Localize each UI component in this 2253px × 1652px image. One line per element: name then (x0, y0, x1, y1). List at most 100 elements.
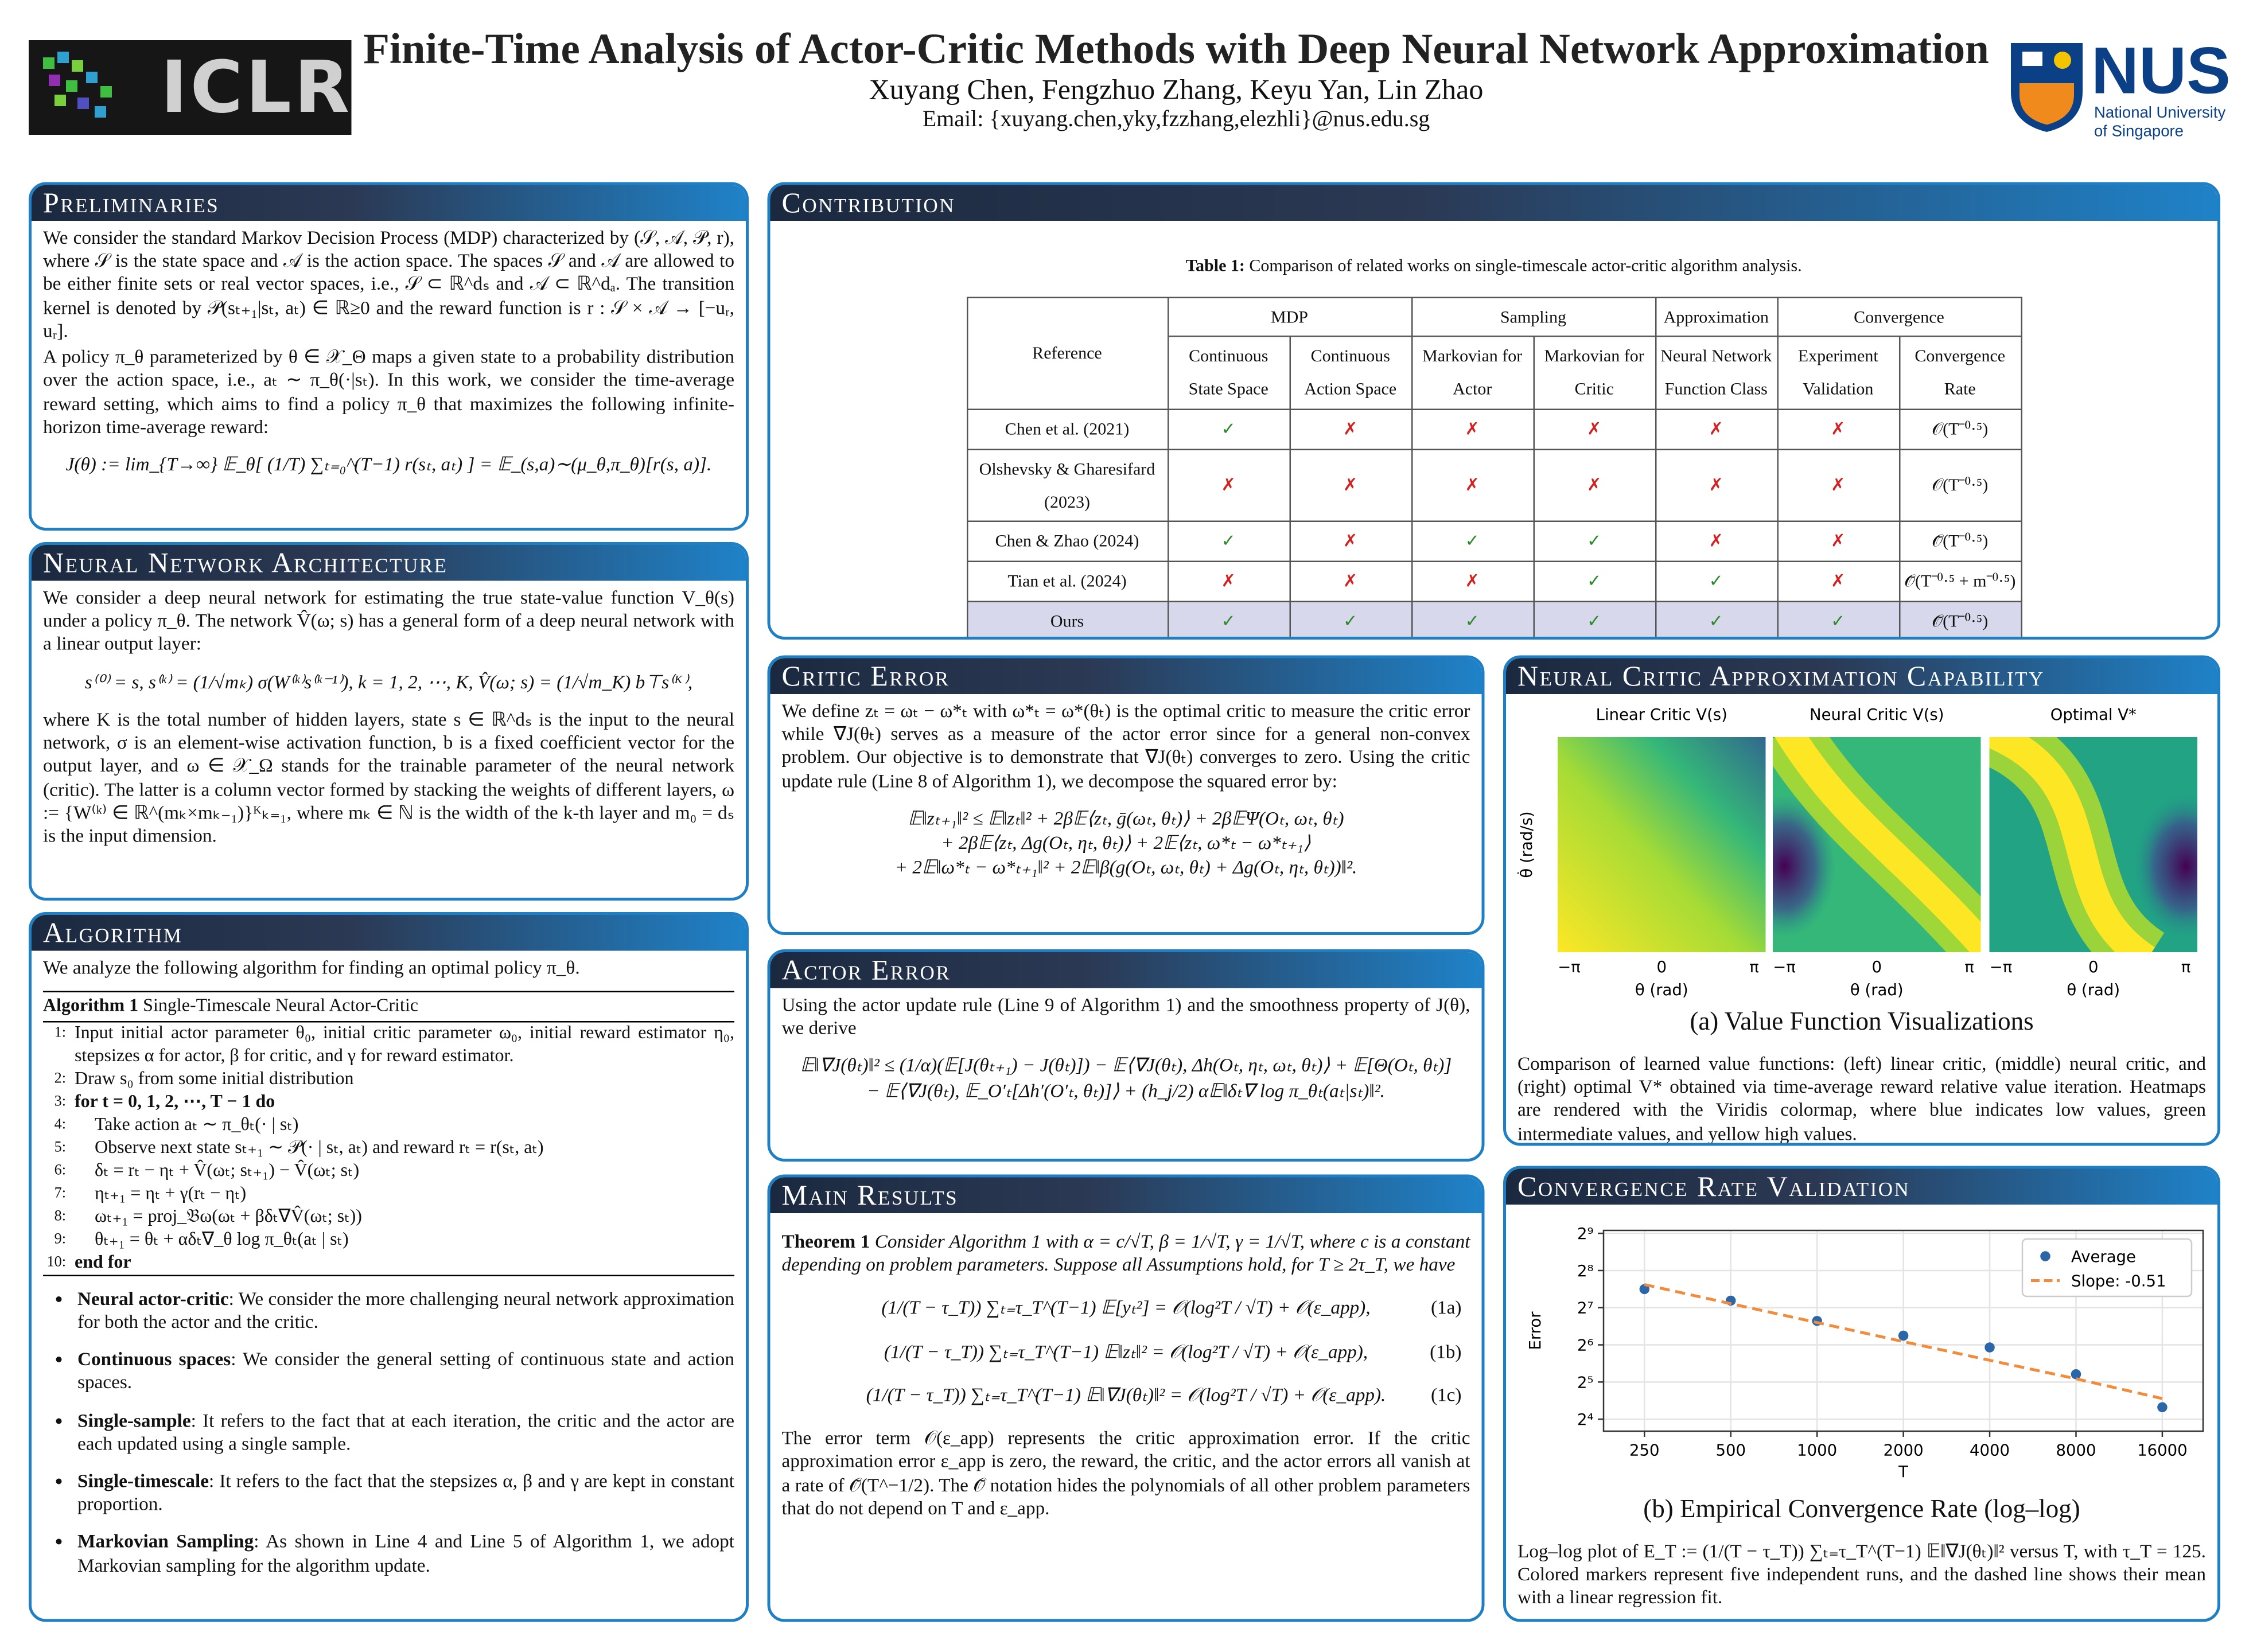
heatmap-fill (1558, 737, 1766, 952)
x-tick-label: −π (1773, 958, 1796, 976)
table-cell: ✓ (1654, 601, 1778, 637)
table-cell: 𝒪̃(T⁻⁰·⁵) (1898, 521, 2022, 563)
equation-tag: (1b) (1430, 1340, 1462, 1362)
heatmap-figure: θ̇ (rad/s) Linear Critic V(s) −π 0 π θ (rad) N… (1517, 706, 2197, 999)
algorithm-line: 5: Observe next state sₜ₊₁ ∼ 𝒫(· | sₜ, aₜ… (43, 1137, 734, 1160)
x-tick-label: 16000 (2137, 1441, 2187, 1460)
heatmap (1558, 737, 1766, 952)
bullet-item: Neural actor-critic: We consider the mor… (77, 1287, 734, 1334)
table-header: Experiment Validation (1776, 336, 1900, 411)
line-text: ηₜ₊₁ = ηₜ + γ(rₜ − ηₜ) (95, 1182, 247, 1203)
nus-crest (2011, 43, 2083, 132)
table-header: Convergence Rate (1898, 336, 2022, 411)
table-cell: ✗ (1776, 408, 1900, 450)
table-label: Table 1: (1185, 255, 1245, 275)
x-tick-label: π (1749, 958, 1759, 976)
paragraph: We define zₜ = ωₜ − ω*ₜ with ω*ₜ = ω*(θₜ… (781, 700, 1470, 792)
table-cell: 𝒪(T⁻⁰·⁵) (1898, 449, 2022, 523)
line-number: 4: (54, 1116, 66, 1133)
section-body: Theorem 1 Consider Algorithm 1 with α = … (771, 1213, 1482, 1529)
section: Main Results Theorem 1 Consider Algorithm… (767, 1174, 1485, 1622)
algorithm-line: 2: Draw s₀ from some initial distribution (43, 1068, 734, 1091)
table-cell: ✗ (1410, 449, 1534, 523)
paragraph: Comparison of learned value functions: (… (1517, 1052, 2206, 1144)
equation-tag: (1a) (1430, 1297, 1462, 1319)
section-title: Neural Critic Approximation Capability (1506, 658, 2217, 694)
table-cell: ✓ (1410, 521, 1534, 563)
line-number: 7: (54, 1185, 66, 1202)
bullet-term: Markovian Sampling (77, 1530, 254, 1553)
fit-line (1644, 1283, 2163, 1400)
table-cell: 𝒪̃(T⁻⁰·⁵) (1898, 601, 2022, 637)
table-header: Continuous Action Space (1289, 336, 1412, 411)
logo-pixels (43, 52, 112, 118)
table-cell: ✗ (1776, 449, 1900, 523)
line-text: end for (75, 1251, 131, 1272)
bullet-term: Single-sample (77, 1409, 191, 1431)
table-cell: ✓ (1166, 601, 1290, 637)
data-point (1984, 1342, 1995, 1353)
line-number: 3: (54, 1093, 66, 1110)
bullet-text: : We consider the more challenging neura… (77, 1287, 734, 1332)
data-point (2157, 1402, 2168, 1413)
table-header: Neural Network Function Class (1654, 336, 1778, 411)
section-title: Critic Error (770, 658, 1482, 694)
table-group-header: Sampling (1410, 296, 1656, 338)
heatmap-blob (2134, 794, 2197, 938)
bullet-item: Single-sample: It refers to the fact tha… (77, 1409, 734, 1455)
line-number: 10: (46, 1254, 66, 1271)
table-cell: ✓ (1289, 601, 1412, 637)
algorithm-caption: Algorithm 1 Single-Timescale Neural Acto… (43, 991, 734, 1023)
table-caption-text: Comparison of related works on single-ti… (1249, 255, 1802, 275)
equation-line: J(θ) := lim_{T→∞} 𝔼_θ[ (1/T) ∑ₜ₌₀^(T−1) … (65, 453, 712, 475)
section: Algorithm We analyze the following algori… (29, 912, 749, 1622)
legend-label: Average (2071, 1248, 2136, 1266)
section-body: 2⁴ 2⁵ 2⁶ 2⁷ 2⁸ 2⁹ 250 500 1000 2000 4000 8000 16000 T… (1506, 1205, 2217, 1619)
table-cell: ✗ (1410, 561, 1534, 602)
algorithm-line: 6: δₜ = rₜ − ηₜ + V̂(ωₜ; sₜ₊₁) − V̂(ωₜ; s… (43, 1160, 734, 1183)
table-cell: ✓ (1532, 601, 1656, 637)
table-header: Markovian for Actor (1410, 336, 1534, 411)
y-tick-label: 2⁹ (1577, 1225, 1594, 1243)
algorithm-line: 3: for t = 0, 1, 2, ⋯, T − 1 do (43, 1091, 734, 1114)
theorem-label: Theorem 1 (781, 1230, 870, 1252)
bullet-term: Neural actor-critic (77, 1287, 229, 1309)
paragraph: We consider a deep neural network for es… (43, 586, 734, 655)
equation: 𝔼‖∇J(θₜ)‖² ≤ (1/α)(𝔼[J(θₜ₊₁) − J(θₜ)]) −… (782, 1055, 1470, 1103)
table-group-header: MDP (1166, 296, 1412, 338)
table-cell: ✓ (1532, 521, 1656, 563)
table-header-row: Continuous State Space Continuous Action … (967, 336, 2022, 411)
equation: J(θ) := lim_{T→∞} 𝔼_θ[ (1/T) ∑ₜ₌₀^(T−1) … (43, 453, 734, 477)
legend-box (2021, 1238, 2193, 1298)
x-axis-label: T (1898, 1463, 1908, 1481)
table-cell: Ours (966, 601, 1169, 637)
bullet-text: : It refers to the fact that at each ite… (77, 1409, 734, 1454)
section-body: We consider a deep neural network for es… (32, 581, 746, 856)
heatmap-blob (1773, 794, 1836, 938)
line-text: δₜ = rₜ − ηₜ + V̂(ωₜ; sₜ₊₁) − V̂(ωₜ; sₜ) (95, 1159, 360, 1180)
table-cell: ✗ (1654, 521, 1778, 563)
table-group-header: Convergence (1776, 296, 2022, 338)
poster-title: Finite-Time Analysis of Actor-Critic Met… (363, 26, 1989, 73)
legend-label: Slope: -0.51 (2071, 1272, 2166, 1291)
line-text: Take action aₜ ∼ π_θₜ(· | sₜ) (95, 1113, 299, 1134)
x-tick-label: π (2181, 958, 2191, 976)
table-cell: ✓ (1776, 601, 1900, 637)
table-cell: 𝒪̃(T⁻⁰·⁵ + m⁻⁰·⁵) (1898, 561, 2022, 602)
x-tick-label: 250 (1629, 1441, 1660, 1460)
table-cell: Chen et al. (2021) (966, 408, 1169, 450)
section: Convergence Rate Validation 2⁴ 2⁵ 2⁶ 2⁷ 2⁸ 2⁹ 2… (1503, 1166, 2220, 1622)
x-axis-label: θ (rad) (2067, 981, 2120, 999)
email: Email: {xuyang.chen,yky,fzzhang,elezhli}… (922, 107, 1430, 133)
section: Critic Error We define zₜ = ωₜ − ω*ₜ with… (767, 655, 1485, 935)
section-title: Preliminaries (32, 185, 746, 221)
section-body: θ̇ (rad/s) Linear Critic V(s) −π 0 π θ (rad) N… (1506, 694, 2217, 1144)
figure-caption: (b) Empirical Convergence Rate (log–log) (1643, 1494, 2080, 1523)
y-tick-label: 2⁵ (1577, 1373, 1594, 1392)
paragraph: The error term 𝒪(ε_app) represents the c… (781, 1427, 1470, 1518)
section: Neural Critic Approximation Capability θ̇… (1503, 655, 2220, 1146)
paragraph: where K is the total number of hidden la… (43, 708, 734, 846)
equation-body: (1/(T − τ_T)) ∑ₜ₌τ_T^(T−1) 𝔼[yₜ²] = 𝒪(lo… (881, 1297, 1371, 1319)
